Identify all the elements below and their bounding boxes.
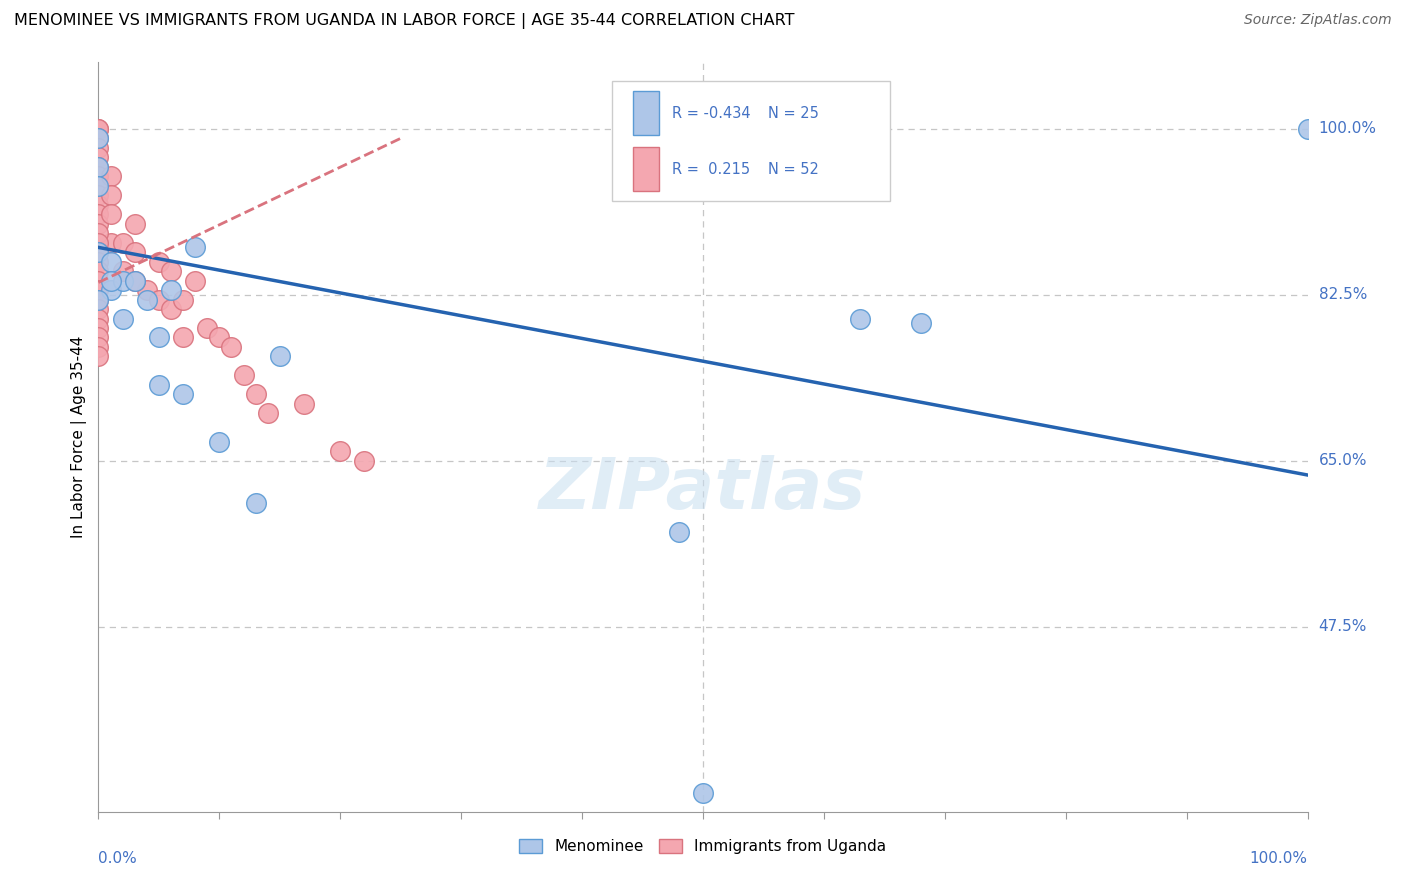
Text: N = 52: N = 52 [768,161,820,177]
Point [87,131,110,145]
Point [87,188,110,202]
Point [87,197,110,211]
Point [692,786,714,800]
Text: R =  0.215: R = 0.215 [672,161,749,177]
Point [87,301,110,316]
Point [1296,121,1319,136]
Point [87,141,110,155]
Point [184,274,207,288]
Point [135,283,157,297]
Point [100,169,122,184]
Point [87,330,110,344]
Point [148,254,170,268]
Point [245,496,267,510]
Point [124,245,146,260]
Bar [633,91,659,135]
Point [87,350,110,364]
Point [100,254,122,268]
Point [172,293,194,307]
Point [87,121,110,136]
Text: 100.0%: 100.0% [1250,851,1308,865]
Point [87,226,110,240]
Point [221,340,243,354]
Text: R = -0.434: R = -0.434 [672,105,751,120]
Point [100,283,122,297]
Point [124,217,146,231]
Point [245,387,267,401]
Point [87,169,110,184]
Text: MENOMINEE VS IMMIGRANTS FROM UGANDA IN LABOR FORCE | AGE 35-44 CORRELATION CHART: MENOMINEE VS IMMIGRANTS FROM UGANDA IN L… [14,13,794,29]
Point [160,301,183,316]
Point [87,178,110,193]
Point [87,311,110,326]
Point [87,235,110,250]
Point [87,283,110,297]
FancyBboxPatch shape [613,81,890,201]
Point [87,274,110,288]
Point [124,274,146,288]
Point [124,274,146,288]
Point [208,330,231,344]
Point [148,293,170,307]
Point [100,188,122,202]
Point [135,293,157,307]
Point [329,444,352,458]
Legend: Menominee, Immigrants from Uganda: Menominee, Immigrants from Uganda [513,833,893,860]
Point [87,254,110,268]
Point [256,406,278,420]
Y-axis label: In Labor Force | Age 35-44: In Labor Force | Age 35-44 [72,336,87,538]
Point [87,150,110,164]
Point [172,330,194,344]
Point [87,207,110,221]
Point [87,131,110,145]
Point [87,121,110,136]
Point [87,178,110,193]
Point [353,454,375,468]
Point [111,264,134,278]
Point [269,350,291,364]
Point [160,264,183,278]
Point [87,217,110,231]
Point [87,293,110,307]
Point [668,524,690,539]
Text: ZIPatlas: ZIPatlas [540,455,866,524]
Point [87,321,110,335]
Point [172,387,194,401]
Point [292,397,315,411]
Point [849,311,872,326]
Point [160,283,183,297]
Point [208,434,231,449]
Text: 82.5%: 82.5% [1319,287,1367,302]
Text: 0.0%: 0.0% [98,851,138,865]
Point [87,340,110,354]
Bar [633,147,659,191]
Text: 47.5%: 47.5% [1319,619,1367,634]
Point [111,235,134,250]
Point [195,321,218,335]
Point [100,274,122,288]
Text: 65.0%: 65.0% [1319,453,1367,468]
Text: 100.0%: 100.0% [1319,121,1376,136]
Point [100,235,122,250]
Point [87,245,110,260]
Point [910,316,932,330]
Point [111,274,134,288]
Text: N = 25: N = 25 [768,105,820,120]
Text: Source: ZipAtlas.com: Source: ZipAtlas.com [1244,13,1392,28]
Point [100,207,122,221]
Point [148,330,170,344]
Point [111,311,134,326]
Point [87,264,110,278]
Point [87,160,110,174]
Point [148,378,170,392]
Point [87,160,110,174]
Point [232,368,254,383]
Point [87,293,110,307]
Point [87,245,110,260]
Point [184,240,207,254]
